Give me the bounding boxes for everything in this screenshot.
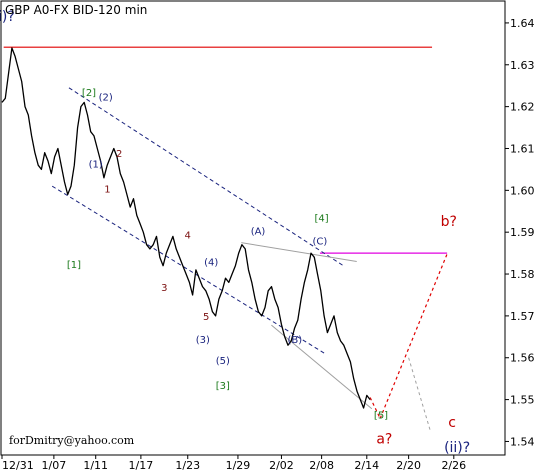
wave-label-4: 2 bbox=[116, 149, 122, 160]
x-tick-label: 2/26 bbox=[441, 459, 466, 472]
y-tick-label: 1.59 bbox=[510, 226, 535, 239]
chart-title: GBP A0-FX BID-120 min bbox=[5, 3, 147, 17]
wave-label-9: 3 bbox=[161, 283, 167, 294]
gray-triangle-upper bbox=[241, 242, 357, 262]
red-forecast-down bbox=[369, 397, 381, 419]
wave-label-3: (1) bbox=[89, 159, 103, 170]
x-tick-label: 2/08 bbox=[309, 459, 334, 472]
x-tick-label: 1/07 bbox=[42, 459, 67, 472]
wave-label-5: 1 bbox=[104, 184, 110, 195]
y-tick-label: 1.60 bbox=[510, 184, 535, 197]
x-tick-label: 12/31 bbox=[2, 459, 34, 472]
y-tick-label: 1.63 bbox=[510, 59, 535, 72]
wave-label-19: a? bbox=[376, 432, 392, 448]
wave-label-14: (A) bbox=[251, 226, 266, 237]
y-tick-label: 1.57 bbox=[510, 310, 535, 323]
y-axis: 1.64 1.63 1.62 1.61 1.60 1.59 1.58 1.57 1.56 1.55… bbox=[505, 17, 535, 448]
y-tick-label: 1.56 bbox=[510, 352, 535, 365]
wave-label-11: (3) bbox=[196, 335, 210, 346]
y-tick-label: 1.62 bbox=[510, 101, 535, 114]
overlay-lines bbox=[3, 46, 448, 432]
wave-label-22: (ii)? bbox=[444, 440, 470, 456]
x-axis: 12/31 1/07 1/11 1/17 1/23 1/29 2/02 2/08 2/14 2/2… bbox=[1, 455, 466, 472]
y-tick-label: 1.64 bbox=[510, 17, 535, 30]
y-tick-label: 1.54 bbox=[510, 435, 535, 448]
blue-upper-channel bbox=[68, 87, 344, 267]
x-tick-label: 1/29 bbox=[226, 459, 251, 472]
wave-label-10: 5 bbox=[203, 312, 209, 323]
wave-label-12: (5) bbox=[216, 356, 230, 367]
wave-label-6: [1] bbox=[67, 260, 81, 271]
x-tick-label: 1/11 bbox=[83, 459, 108, 472]
wave-label-0: (i)? bbox=[0, 9, 15, 25]
y-tick-label: 1.58 bbox=[510, 268, 535, 281]
wave-label-21: c bbox=[448, 415, 456, 431]
wave-label-8: (4) bbox=[204, 258, 218, 269]
blue-lower-channel bbox=[51, 185, 326, 354]
price-line bbox=[1, 47, 371, 409]
wave-label-15: [4] bbox=[315, 214, 329, 225]
wave-label-17: (B) bbox=[287, 335, 302, 346]
wave-label-20: b? bbox=[441, 214, 457, 230]
wave-label-13: [3] bbox=[216, 381, 230, 392]
gray-triangle-lower bbox=[271, 324, 373, 410]
gray-forecast-down bbox=[408, 357, 431, 432]
x-tick-label: 2/20 bbox=[396, 459, 421, 472]
wave-label-2: (2) bbox=[99, 92, 113, 103]
x-tick-label: 2/14 bbox=[354, 459, 379, 472]
wave-labels: (i)? [2](2) (1) 2 1 [1] 4 (4) 3 5 (3) (5) [3] (A) [4] (… bbox=[0, 9, 470, 456]
y-tick-label: 1.61 bbox=[510, 142, 535, 155]
x-tick-label: 1/17 bbox=[129, 459, 154, 472]
credit-text: forDmitry@yahoo.com bbox=[9, 434, 135, 447]
x-tick-label: 1/23 bbox=[175, 459, 200, 472]
wave-label-7: 4 bbox=[185, 230, 191, 241]
plot-frame bbox=[0, 0, 506, 456]
wave-label-18: [5] bbox=[374, 410, 388, 421]
y-tick-label: 1.55 bbox=[510, 394, 535, 407]
wave-label-16: (C) bbox=[313, 237, 328, 248]
x-tick-label: 2/02 bbox=[269, 459, 294, 472]
wave-label-1: [2] bbox=[82, 88, 96, 99]
price-series bbox=[1, 47, 371, 409]
